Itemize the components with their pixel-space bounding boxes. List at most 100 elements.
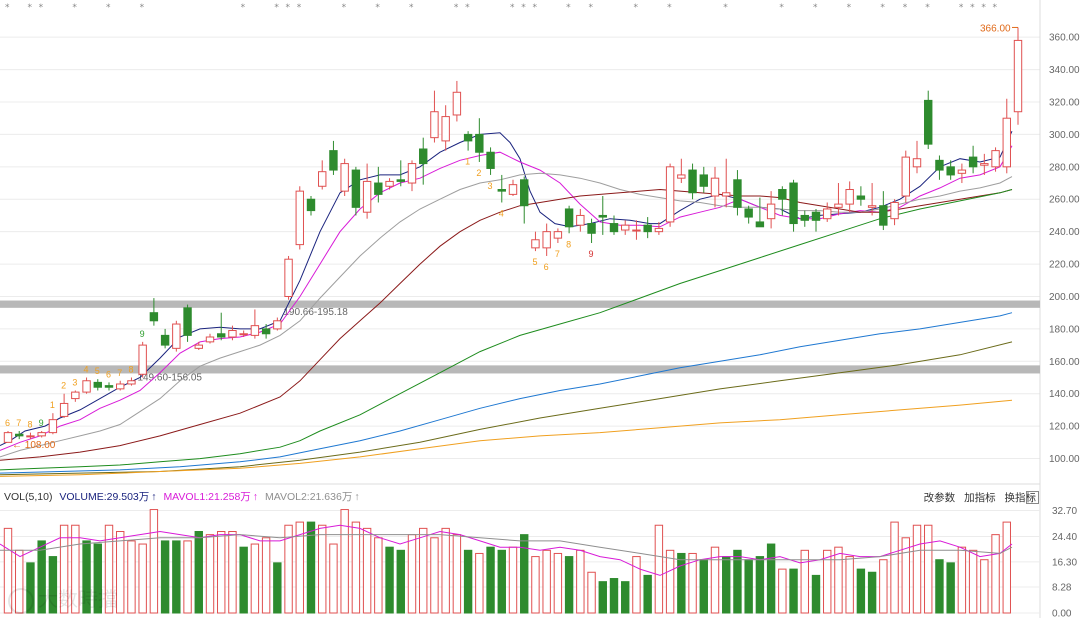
volume-legend-volume: VOLUME:29.503万 ↑ — [59, 491, 156, 503]
volume-bar — [564, 556, 574, 614]
volume-bar — [452, 534, 462, 614]
candle-body — [924, 99, 933, 145]
volume-bar — [419, 527, 428, 614]
candle-body — [823, 208, 832, 220]
price-tick-label: 360.00 — [1049, 33, 1080, 44]
star-icon: * — [589, 3, 594, 13]
price-tick-label: 200.00 — [1049, 292, 1080, 303]
candle-body — [811, 211, 821, 221]
volume-bar — [957, 546, 967, 614]
td-count-label: 8 — [566, 239, 571, 249]
add-indicator-button[interactable]: 加指标 — [964, 492, 996, 504]
volume-bar — [722, 556, 731, 614]
star-icon: * — [465, 3, 470, 13]
candle-body — [228, 330, 237, 338]
volume-bar — [845, 556, 854, 614]
ma-line-ma120 — [0, 312, 1013, 474]
volume-bar — [867, 571, 877, 614]
price-tick-label: 340.00 — [1049, 65, 1080, 76]
candle-body — [508, 184, 518, 195]
volume-bar — [497, 549, 506, 614]
volume-bar — [351, 521, 361, 614]
volume-bar — [217, 531, 226, 614]
volume-bar — [273, 562, 282, 614]
volume-bar — [59, 524, 69, 614]
volume-bar — [138, 543, 147, 614]
candle-body — [160, 334, 170, 346]
td-count-label: 7 — [555, 249, 560, 259]
candle-body — [295, 190, 304, 246]
td-count-label: 6 — [5, 418, 10, 428]
candle-body — [385, 180, 394, 187]
candle-body — [867, 205, 877, 208]
volume-bar — [879, 559, 888, 614]
price-tick-label: 240.00 — [1049, 227, 1080, 238]
volume-ma-lines — [0, 524, 1013, 576]
high-price-annotation: 366.00 — [980, 23, 1011, 34]
volume-bar — [912, 524, 922, 614]
support-band-label: 190.66-195.18 — [283, 307, 348, 318]
star-icon: * — [297, 3, 302, 13]
volume-bar — [924, 524, 933, 614]
candle-body — [856, 195, 866, 200]
support-band-label: 149.60-156.05 — [137, 373, 202, 384]
volume-bar — [295, 521, 304, 614]
candle-body — [217, 333, 226, 338]
candle-body — [654, 227, 664, 233]
volume-bar — [542, 549, 551, 614]
star-icon: * — [779, 3, 784, 13]
volume-bar — [93, 543, 102, 614]
td-count-label: 7 — [16, 418, 21, 428]
volume-bar — [116, 531, 125, 614]
mavol2-value: MAVOL2:21.636万 — [264, 491, 353, 503]
volume-bar — [991, 534, 1000, 614]
volume-bars — [3, 509, 1011, 614]
volume-legend-mavol2: MAVOL2:21.636万 ↑ — [265, 491, 360, 503]
volume-bar — [475, 552, 484, 614]
volume-bar — [374, 537, 383, 614]
candle-body — [486, 151, 495, 169]
star-icon: * — [5, 3, 10, 13]
volume-bar — [665, 549, 675, 614]
candle-body — [789, 182, 798, 225]
volume-bar — [149, 509, 159, 614]
watermark-text: 大数時擋 — [38, 587, 118, 611]
star-icon: * — [510, 3, 515, 13]
top-signal-stars: * * * * * * * * * * * * * * * * * * * * * * * * * * * * * * * * * — [5, 3, 998, 13]
candle-body — [576, 214, 585, 226]
volume-bar — [37, 540, 46, 614]
switch-indicator-button[interactable]: 换指标 — [1004, 492, 1037, 504]
candle-body — [340, 163, 349, 192]
candle-body — [430, 111, 439, 139]
close-icon[interactable]: × — [1026, 491, 1039, 504]
volume-bar — [621, 581, 630, 614]
candle-body — [531, 239, 540, 249]
candle-body — [250, 325, 260, 336]
volume-bar — [441, 527, 450, 614]
edit-params-button[interactable]: 改参数 — [923, 492, 956, 504]
candle-body — [710, 177, 720, 197]
candle-body — [766, 203, 776, 220]
candle-body — [351, 169, 361, 208]
ma-line-ma5 — [0, 130, 1013, 447]
volume-line-mavol1 — [0, 524, 1013, 576]
price-tick-label: 220.00 — [1049, 260, 1080, 271]
candle-body — [991, 150, 1000, 168]
volume-bar — [318, 524, 327, 614]
volume-bar — [755, 556, 765, 614]
volume-axis: 0.00 8.28 16.30 24.40 32.70 — [1052, 506, 1077, 618]
candle-body — [1013, 39, 1023, 113]
td-count-label: 3 — [488, 181, 493, 191]
candle-body — [362, 180, 372, 213]
volume-bar — [744, 559, 753, 614]
td-count-label: 9 — [140, 329, 145, 339]
candle-body — [93, 381, 102, 388]
candle-body — [82, 380, 91, 393]
candle-body — [722, 192, 731, 197]
volume-bar — [968, 549, 978, 614]
star-icon: * — [286, 3, 291, 13]
candle-body — [688, 169, 697, 194]
star-icon: * — [72, 3, 77, 13]
candle-body — [665, 166, 675, 223]
star-icon: * — [140, 3, 145, 13]
